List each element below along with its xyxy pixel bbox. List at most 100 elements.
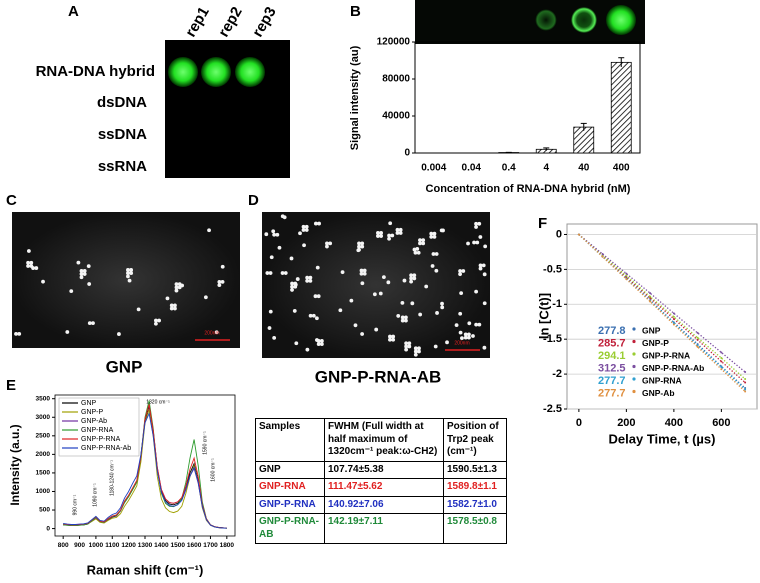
nanoparticle (220, 264, 225, 269)
blot-spot (235, 57, 265, 87)
nanoparticle (412, 247, 417, 252)
panel-label: C (6, 192, 17, 209)
nanoparticle (301, 228, 306, 232)
nanoparticle (87, 282, 92, 286)
nanoparticle (478, 235, 483, 239)
x-tick-label: 1100 (105, 542, 119, 549)
nanoparticle (280, 271, 285, 275)
nanoparticle (379, 234, 384, 238)
decay-point (625, 274, 628, 277)
nanoparticle (126, 274, 130, 279)
peak-annotation: 1600 cm⁻¹ (210, 458, 216, 482)
legend-label: GNP-P (642, 338, 669, 348)
nanoparticle (418, 238, 422, 243)
blot-spot (535, 9, 557, 31)
decay-point (696, 336, 699, 339)
x-tick-label: 0.004 (421, 163, 446, 174)
nanoparticle (379, 230, 384, 235)
y-tick-label: 500 (39, 507, 50, 514)
nanoparticle (207, 228, 211, 233)
nanoparticle (463, 332, 468, 337)
nanoparticle (435, 311, 439, 315)
decay-point (696, 331, 699, 334)
x-tick-label: 40 (578, 163, 590, 174)
nanoparticle (325, 241, 329, 246)
decay-point (744, 387, 747, 390)
nanoparticle (269, 255, 274, 260)
decay-point (672, 323, 675, 326)
nanoparticle (359, 271, 364, 276)
nanoparticle (429, 231, 434, 236)
decay-point (672, 312, 675, 315)
legend-lifetime: 294.1 (598, 350, 626, 362)
nanoparticle (412, 276, 417, 281)
nanoparticle (294, 341, 299, 346)
nanoparticle (413, 250, 418, 255)
nanoparticle (362, 271, 367, 276)
nanoparticle (308, 313, 313, 318)
peak-annotation: 1180-1240 cm⁻¹ (109, 460, 115, 496)
y-tick-label: 2000 (36, 451, 51, 458)
nanoparticle (69, 289, 74, 294)
blot-row-label: RNA-DNA hybrid (36, 63, 155, 80)
nanoparticle (391, 334, 396, 339)
nanoparticle (417, 346, 421, 351)
nanoparticle (313, 294, 318, 299)
nanoparticle (290, 281, 294, 286)
nanoparticle (431, 252, 436, 256)
table-cell: GNP-P-RNA (255, 495, 325, 514)
decay-point (672, 315, 675, 318)
nanoparticle (265, 271, 270, 275)
nanoparticle (386, 280, 391, 285)
blot-spot (201, 57, 231, 87)
x-tick-label: 600 (712, 417, 730, 429)
legend-label: GNP-P-RNA-Ab (642, 363, 704, 373)
table-row: GNP-P-RNA-AB 142.19±7.11 1578.5±0.8 (255, 513, 507, 544)
nanoparticle (290, 284, 294, 289)
nanoparticle (472, 240, 476, 245)
nanoparticle (14, 331, 18, 336)
nanoparticle (360, 241, 365, 246)
nanoparticle (445, 340, 449, 345)
table-row: GNP-RNA 111.47±5.62 1589.8±1.1 (255, 478, 507, 497)
nanoparticle (129, 268, 134, 272)
legend-label: GNP-Ab (81, 418, 107, 425)
nanoparticle (304, 224, 309, 229)
nanoparticle (409, 279, 414, 284)
blot-spot (571, 7, 597, 33)
nanoparticle (349, 298, 354, 303)
legend-lifetime: 277.7 (598, 387, 626, 399)
nanoparticle (359, 268, 364, 273)
nanoparticle (311, 313, 316, 318)
nanoparticle (308, 278, 313, 283)
nanoparticle (340, 270, 345, 275)
nanoparticle (79, 268, 84, 273)
decay-point (649, 297, 652, 299)
blot-row-label: ssDNA (98, 126, 147, 143)
results-table: Samples FWHM (Full width at half maximum… (255, 418, 507, 544)
nanoparticle (409, 276, 414, 281)
nanoparticle (434, 252, 439, 256)
nanoparticle (305, 278, 310, 283)
blot-column-label: rep2 (215, 4, 246, 40)
nanoparticle (430, 264, 435, 268)
decay-point (744, 388, 747, 391)
y-tick-label: 0 (404, 148, 410, 159)
nanoparticle (404, 344, 409, 349)
nanoparticle (434, 268, 439, 273)
blot-column-label: rep1 (182, 4, 213, 40)
nanoparticle (82, 272, 87, 276)
legend-label: GNP (642, 325, 661, 335)
nanoparticle (461, 269, 466, 273)
legend-lifetime: 277.8 (598, 325, 626, 337)
nanoparticle (416, 250, 421, 255)
nanoparticle (467, 332, 471, 337)
nanoparticle (467, 321, 472, 326)
decay-point (744, 390, 747, 393)
blot-row-label: dsDNA (97, 94, 147, 111)
image-caption: GNP-P-RNA-AB (315, 367, 442, 386)
decay-point (720, 368, 723, 371)
nanoparticle (277, 245, 282, 250)
panel-label: A (68, 3, 79, 20)
nanoparticle (458, 272, 462, 277)
